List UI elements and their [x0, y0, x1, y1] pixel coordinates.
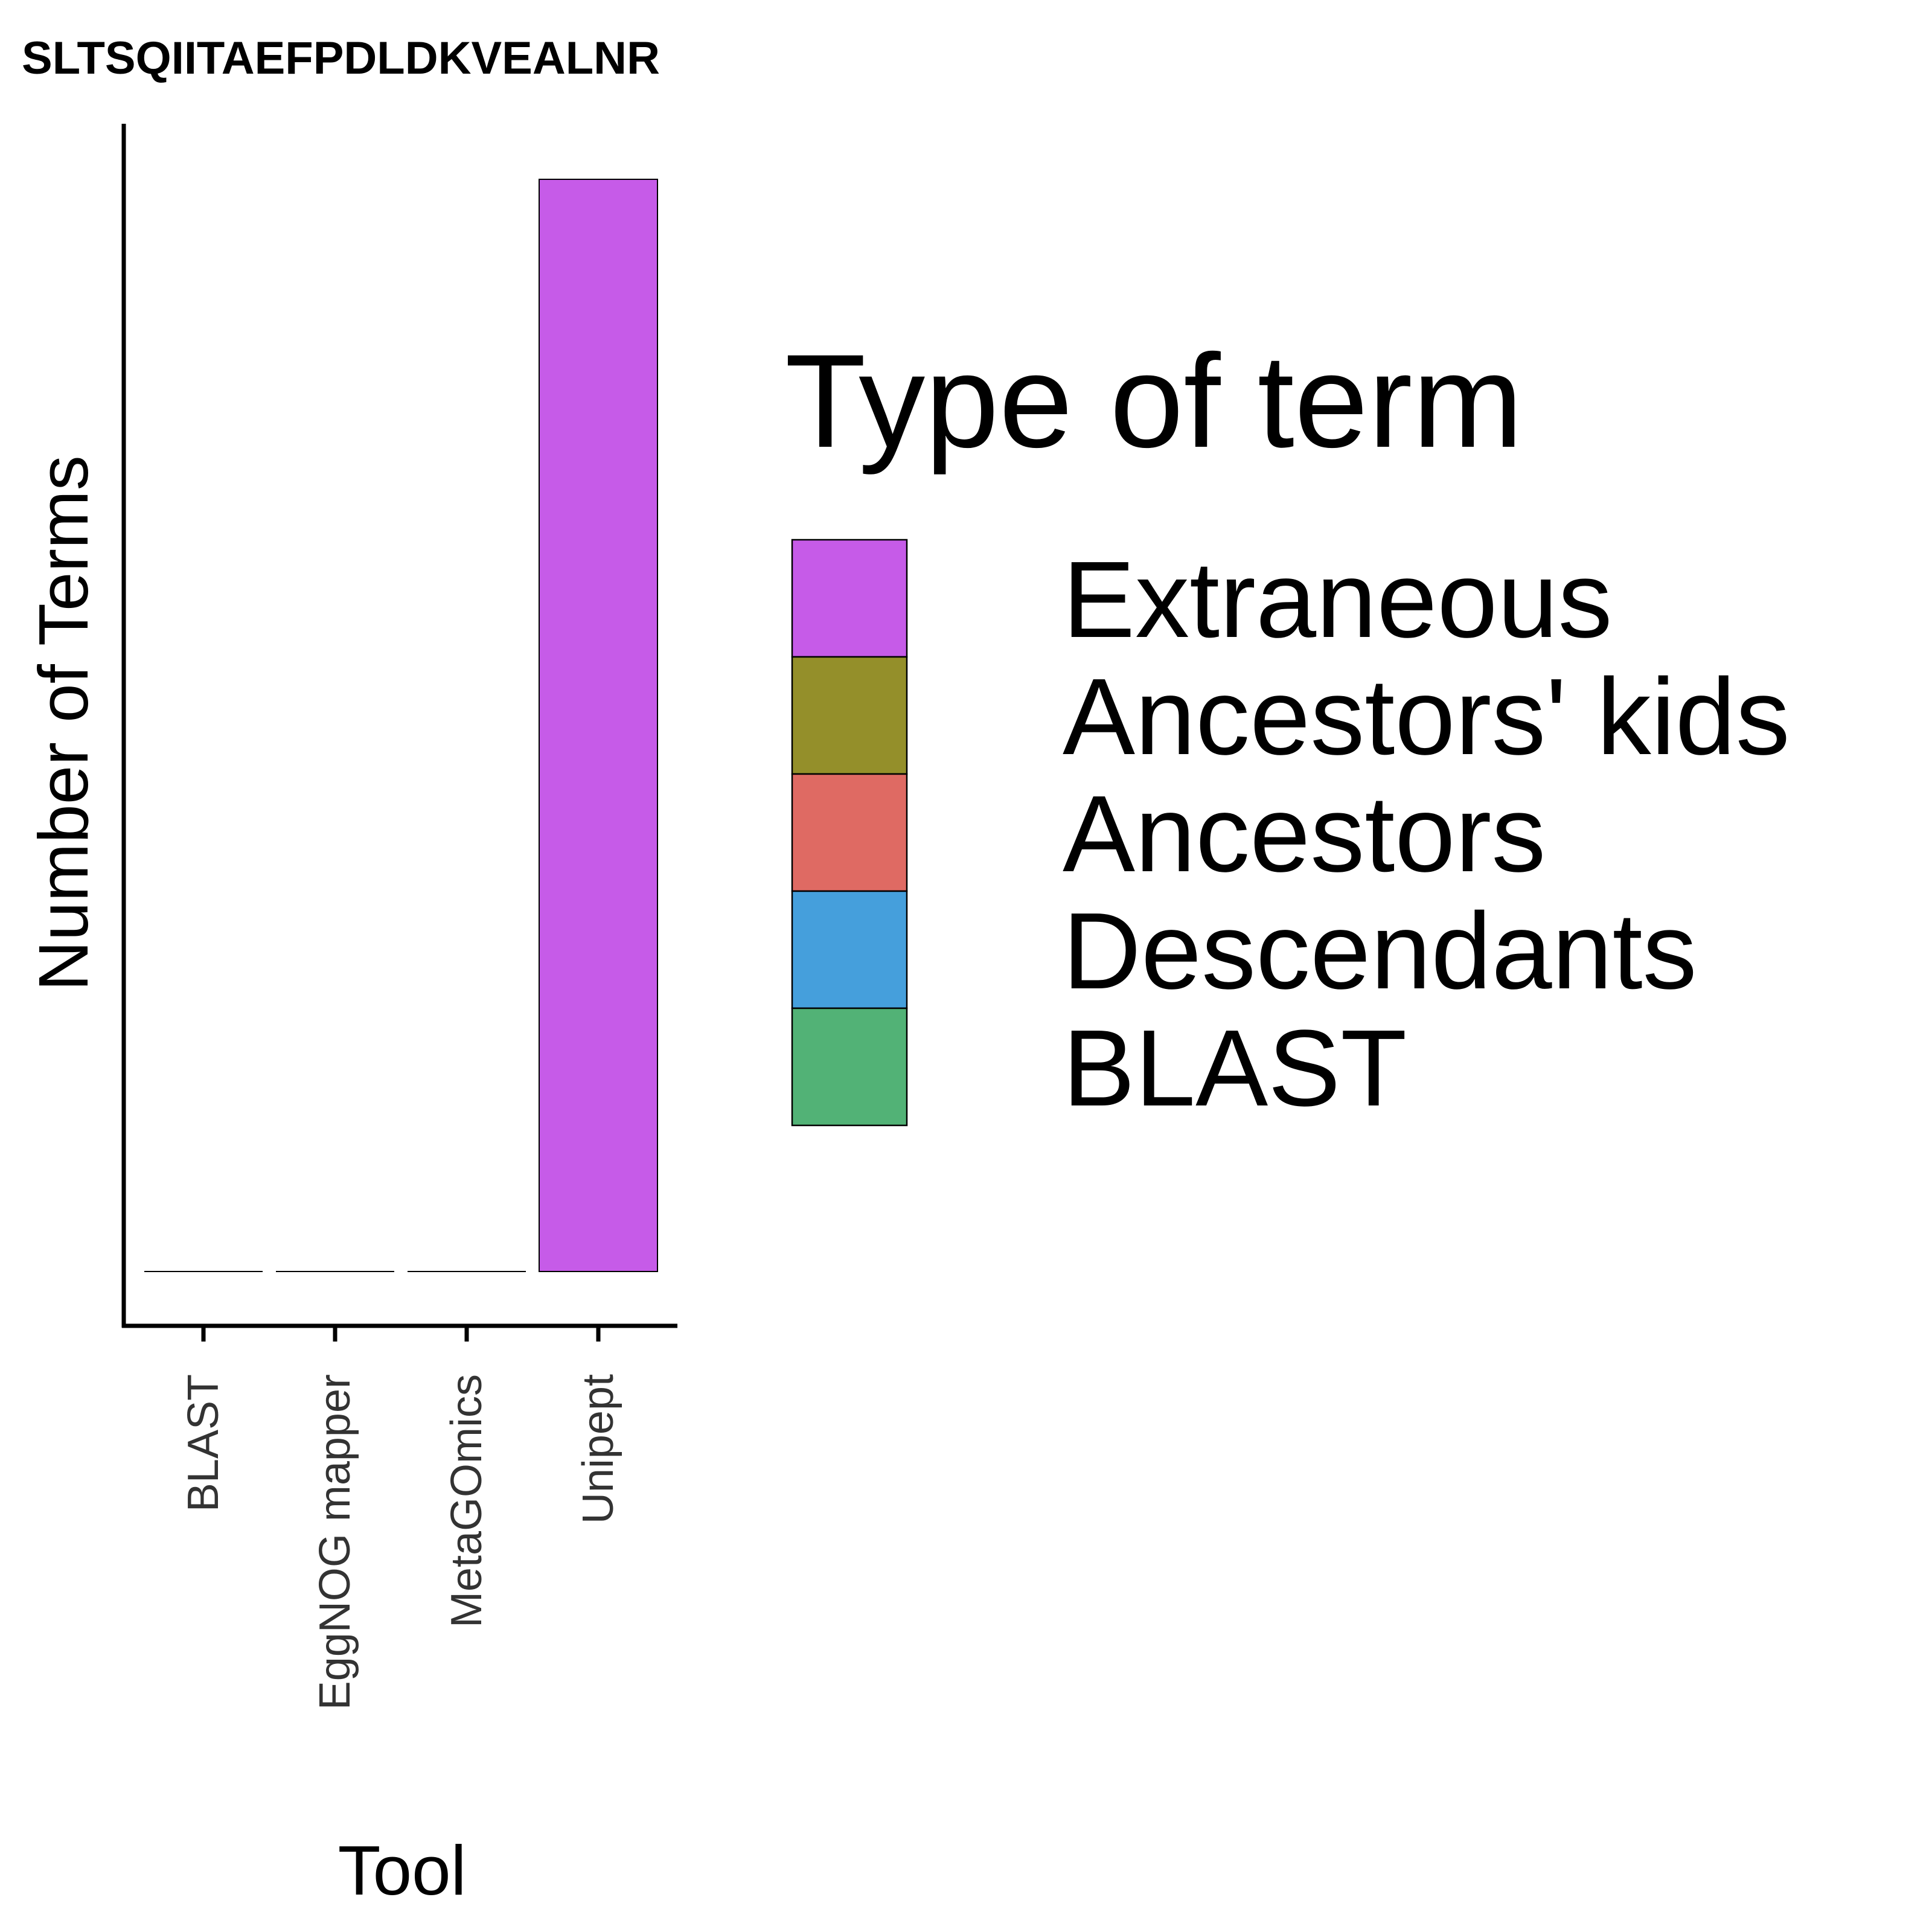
legend-key [791, 656, 908, 775]
legend-item: BLAST [791, 1007, 1407, 1129]
chart-title: SLTSQIITAEFPDLDKVEALNR [22, 33, 660, 84]
plot-area [144, 179, 658, 1272]
x-tick-label: MetaGOmics [443, 1374, 491, 1628]
legend-key [791, 1007, 908, 1127]
y-axis-title: Number of Terms [24, 455, 103, 991]
legend-item: Extraneous [791, 539, 1613, 661]
legend-item: Ancestors' kids [791, 656, 1790, 778]
bar-unipept-extraneous [539, 179, 658, 1272]
legend-title: Type of term [785, 327, 1523, 475]
x-tick-label: Unipept [574, 1374, 622, 1524]
legend-item: Descendants [791, 890, 1697, 1012]
x-axis: BLAST EggNOG mapper MetaGOmics Unipept [122, 1323, 677, 1710]
x-tick-label: BLAST [179, 1374, 228, 1512]
legend-label: Ancestors' kids [1063, 656, 1790, 778]
legend-label: Descendants [1063, 891, 1697, 1012]
legend-label: Extraneous [1063, 539, 1613, 661]
legend-label: BLAST [1063, 1008, 1407, 1129]
x-axis-title: Tool [338, 1831, 467, 1910]
x-tick-label: EggNOG mapper [311, 1374, 359, 1710]
legend-key [791, 539, 908, 658]
legend-key [791, 773, 908, 892]
legend-key [791, 890, 908, 1009]
legend-item: Ancestors [791, 773, 1546, 895]
legend-label: Ancestors [1063, 773, 1546, 895]
